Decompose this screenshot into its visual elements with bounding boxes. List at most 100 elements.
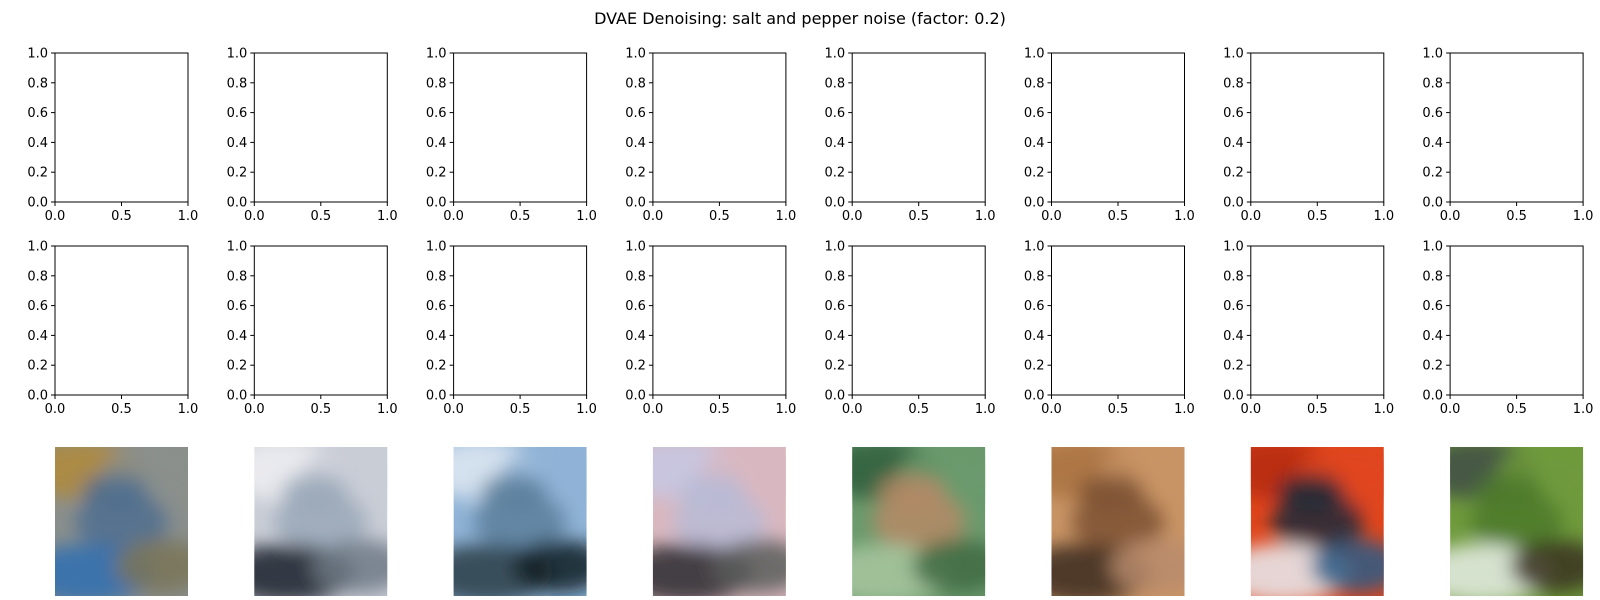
subplot-r2-c8: 0.0 0.5 1.0 0.0 0.2 0.4 0.6 0.8 1.0 <box>1422 240 1593 418</box>
x-tick-label: 0.0 <box>1440 402 1461 417</box>
reconstruction-6 <box>1051 447 1185 596</box>
x-tick-label: 1.0 <box>1373 402 1394 417</box>
y-tick-label: 0.4 <box>227 136 248 151</box>
image-blobs <box>55 447 188 596</box>
y-tick-label: 0.4 <box>1223 136 1244 151</box>
y-tick-label: 0.4 <box>1223 329 1244 344</box>
y-tick-label: 0.6 <box>426 106 447 121</box>
y-tick-label: 0.4 <box>426 329 447 344</box>
image-blob <box>712 539 786 594</box>
y-tick-label: 1.0 <box>1024 240 1045 255</box>
axes-frame <box>652 245 787 396</box>
image-blobs <box>1051 447 1185 596</box>
y-tick-label: 0.6 <box>1422 106 1443 121</box>
y-tick-label: 0.8 <box>227 269 248 284</box>
y-tick-label: 0.4 <box>625 329 646 344</box>
y-tick-label: 1.0 <box>625 240 646 255</box>
y-tick-label: 0.0 <box>625 389 646 404</box>
y-tick-label: 0.8 <box>625 269 646 284</box>
y-tick-label: 0.2 <box>426 359 447 374</box>
x-tick-label: 1.0 <box>776 402 797 417</box>
image-blob <box>1078 473 1145 510</box>
y-tick-label: 0.4 <box>825 136 846 151</box>
reconstruction-8 <box>1450 447 1584 596</box>
subplot-r1-c4: 0.0 0.5 1.0 0.0 0.2 0.4 0.6 0.8 1.0 <box>625 47 796 225</box>
y-tick-label: 0.6 <box>27 299 48 314</box>
y-tick-label: 0.2 <box>227 166 248 181</box>
y-tick-label: 0.4 <box>27 329 48 344</box>
y-tick-label: 0.0 <box>1422 389 1443 404</box>
y-tick-label: 0.0 <box>1024 389 1045 404</box>
image-blob <box>912 539 986 594</box>
image-blobs <box>1450 447 1584 596</box>
x-tick-label: 0.5 <box>1307 209 1328 224</box>
subplot-r1-c5: 0.0 0.5 1.0 0.0 0.2 0.4 0.6 0.8 1.0 <box>825 47 996 225</box>
y-tick-label: 0.6 <box>625 299 646 314</box>
image-blob <box>878 473 946 510</box>
image-blobs <box>1250 447 1384 596</box>
y-tick-label: 0.6 <box>227 106 248 121</box>
axes-frame <box>1449 245 1584 396</box>
y-tick-label: 0.6 <box>1223 299 1244 314</box>
x-tick-label: 1.0 <box>776 209 797 224</box>
y-tick-label: 0.2 <box>825 166 846 181</box>
image-blob <box>1310 539 1384 594</box>
y-tick-label: 0.8 <box>825 76 846 91</box>
axes-frame <box>54 52 189 203</box>
x-tick-label: 0.5 <box>1506 209 1527 224</box>
image-blob <box>280 473 348 510</box>
y-tick-label: 0.2 <box>1024 359 1045 374</box>
x-tick-label: 1.0 <box>178 402 199 417</box>
x-tick-label: 1.0 <box>377 402 398 417</box>
image-blob <box>81 473 149 510</box>
x-tick-label: 0.0 <box>842 402 863 417</box>
subplot-r2-c5: 0.0 0.5 1.0 0.0 0.2 0.4 0.6 0.8 1.0 <box>825 240 996 418</box>
y-tick-label: 0.8 <box>27 269 48 284</box>
x-tick-label: 1.0 <box>178 209 199 224</box>
x-tick-label: 1.0 <box>1573 402 1594 417</box>
x-tick-label: 0.0 <box>1240 402 1261 417</box>
image-blob <box>314 539 388 594</box>
x-tick-label: 0.0 <box>443 402 464 417</box>
y-tick-label: 0.2 <box>1422 166 1443 181</box>
y-tick-label: 0.8 <box>227 76 248 91</box>
x-tick-label: 0.0 <box>1041 209 1062 224</box>
y-tick-label: 0.8 <box>1024 269 1045 284</box>
y-tick-label: 0.0 <box>27 196 48 211</box>
y-tick-label: 0.2 <box>1024 166 1045 181</box>
y-tick-label: 0.6 <box>1422 299 1443 314</box>
x-tick-label: 0.5 <box>1108 402 1129 417</box>
x-tick-label: 1.0 <box>1573 209 1594 224</box>
y-tick-label: 1.0 <box>1422 240 1443 255</box>
y-tick-label: 0.8 <box>1422 76 1443 91</box>
x-tick-label: 0.5 <box>1307 402 1328 417</box>
y-tick-label: 1.0 <box>426 240 447 255</box>
y-tick-label: 0.4 <box>227 329 248 344</box>
y-tick-label: 0.6 <box>1024 106 1045 121</box>
y-tick-label: 0.2 <box>1223 359 1244 374</box>
y-tick-label: 0.4 <box>1024 136 1045 151</box>
image-blobs <box>254 447 388 596</box>
axes-frame <box>1051 245 1185 396</box>
y-tick-label: 0.8 <box>825 269 846 284</box>
y-tick-label: 1.0 <box>1422 47 1443 62</box>
subplot-r2-c3: 0.0 0.5 1.0 0.0 0.2 0.4 0.6 0.8 1.0 <box>426 240 597 418</box>
y-tick-label: 1.0 <box>1223 240 1244 255</box>
image-blob <box>480 473 547 510</box>
y-tick-label: 0.6 <box>1024 299 1045 314</box>
y-tick-label: 0.2 <box>625 166 646 181</box>
reconstruction-3 <box>453 447 587 596</box>
x-tick-label: 0.0 <box>842 209 863 224</box>
y-tick-label: 0.2 <box>426 166 447 181</box>
y-tick-label: 0.0 <box>227 389 248 404</box>
y-tick-label: 0.6 <box>825 106 846 121</box>
y-tick-label: 0.4 <box>27 136 48 151</box>
x-tick-label: 0.5 <box>1108 209 1129 224</box>
x-tick-label: 1.0 <box>1174 209 1195 224</box>
x-tick-label: 0.5 <box>510 209 531 224</box>
y-tick-label: 1.0 <box>625 47 646 62</box>
x-tick-label: 0.5 <box>111 209 132 224</box>
y-tick-label: 0.8 <box>625 76 646 91</box>
axes-frame <box>652 52 787 203</box>
